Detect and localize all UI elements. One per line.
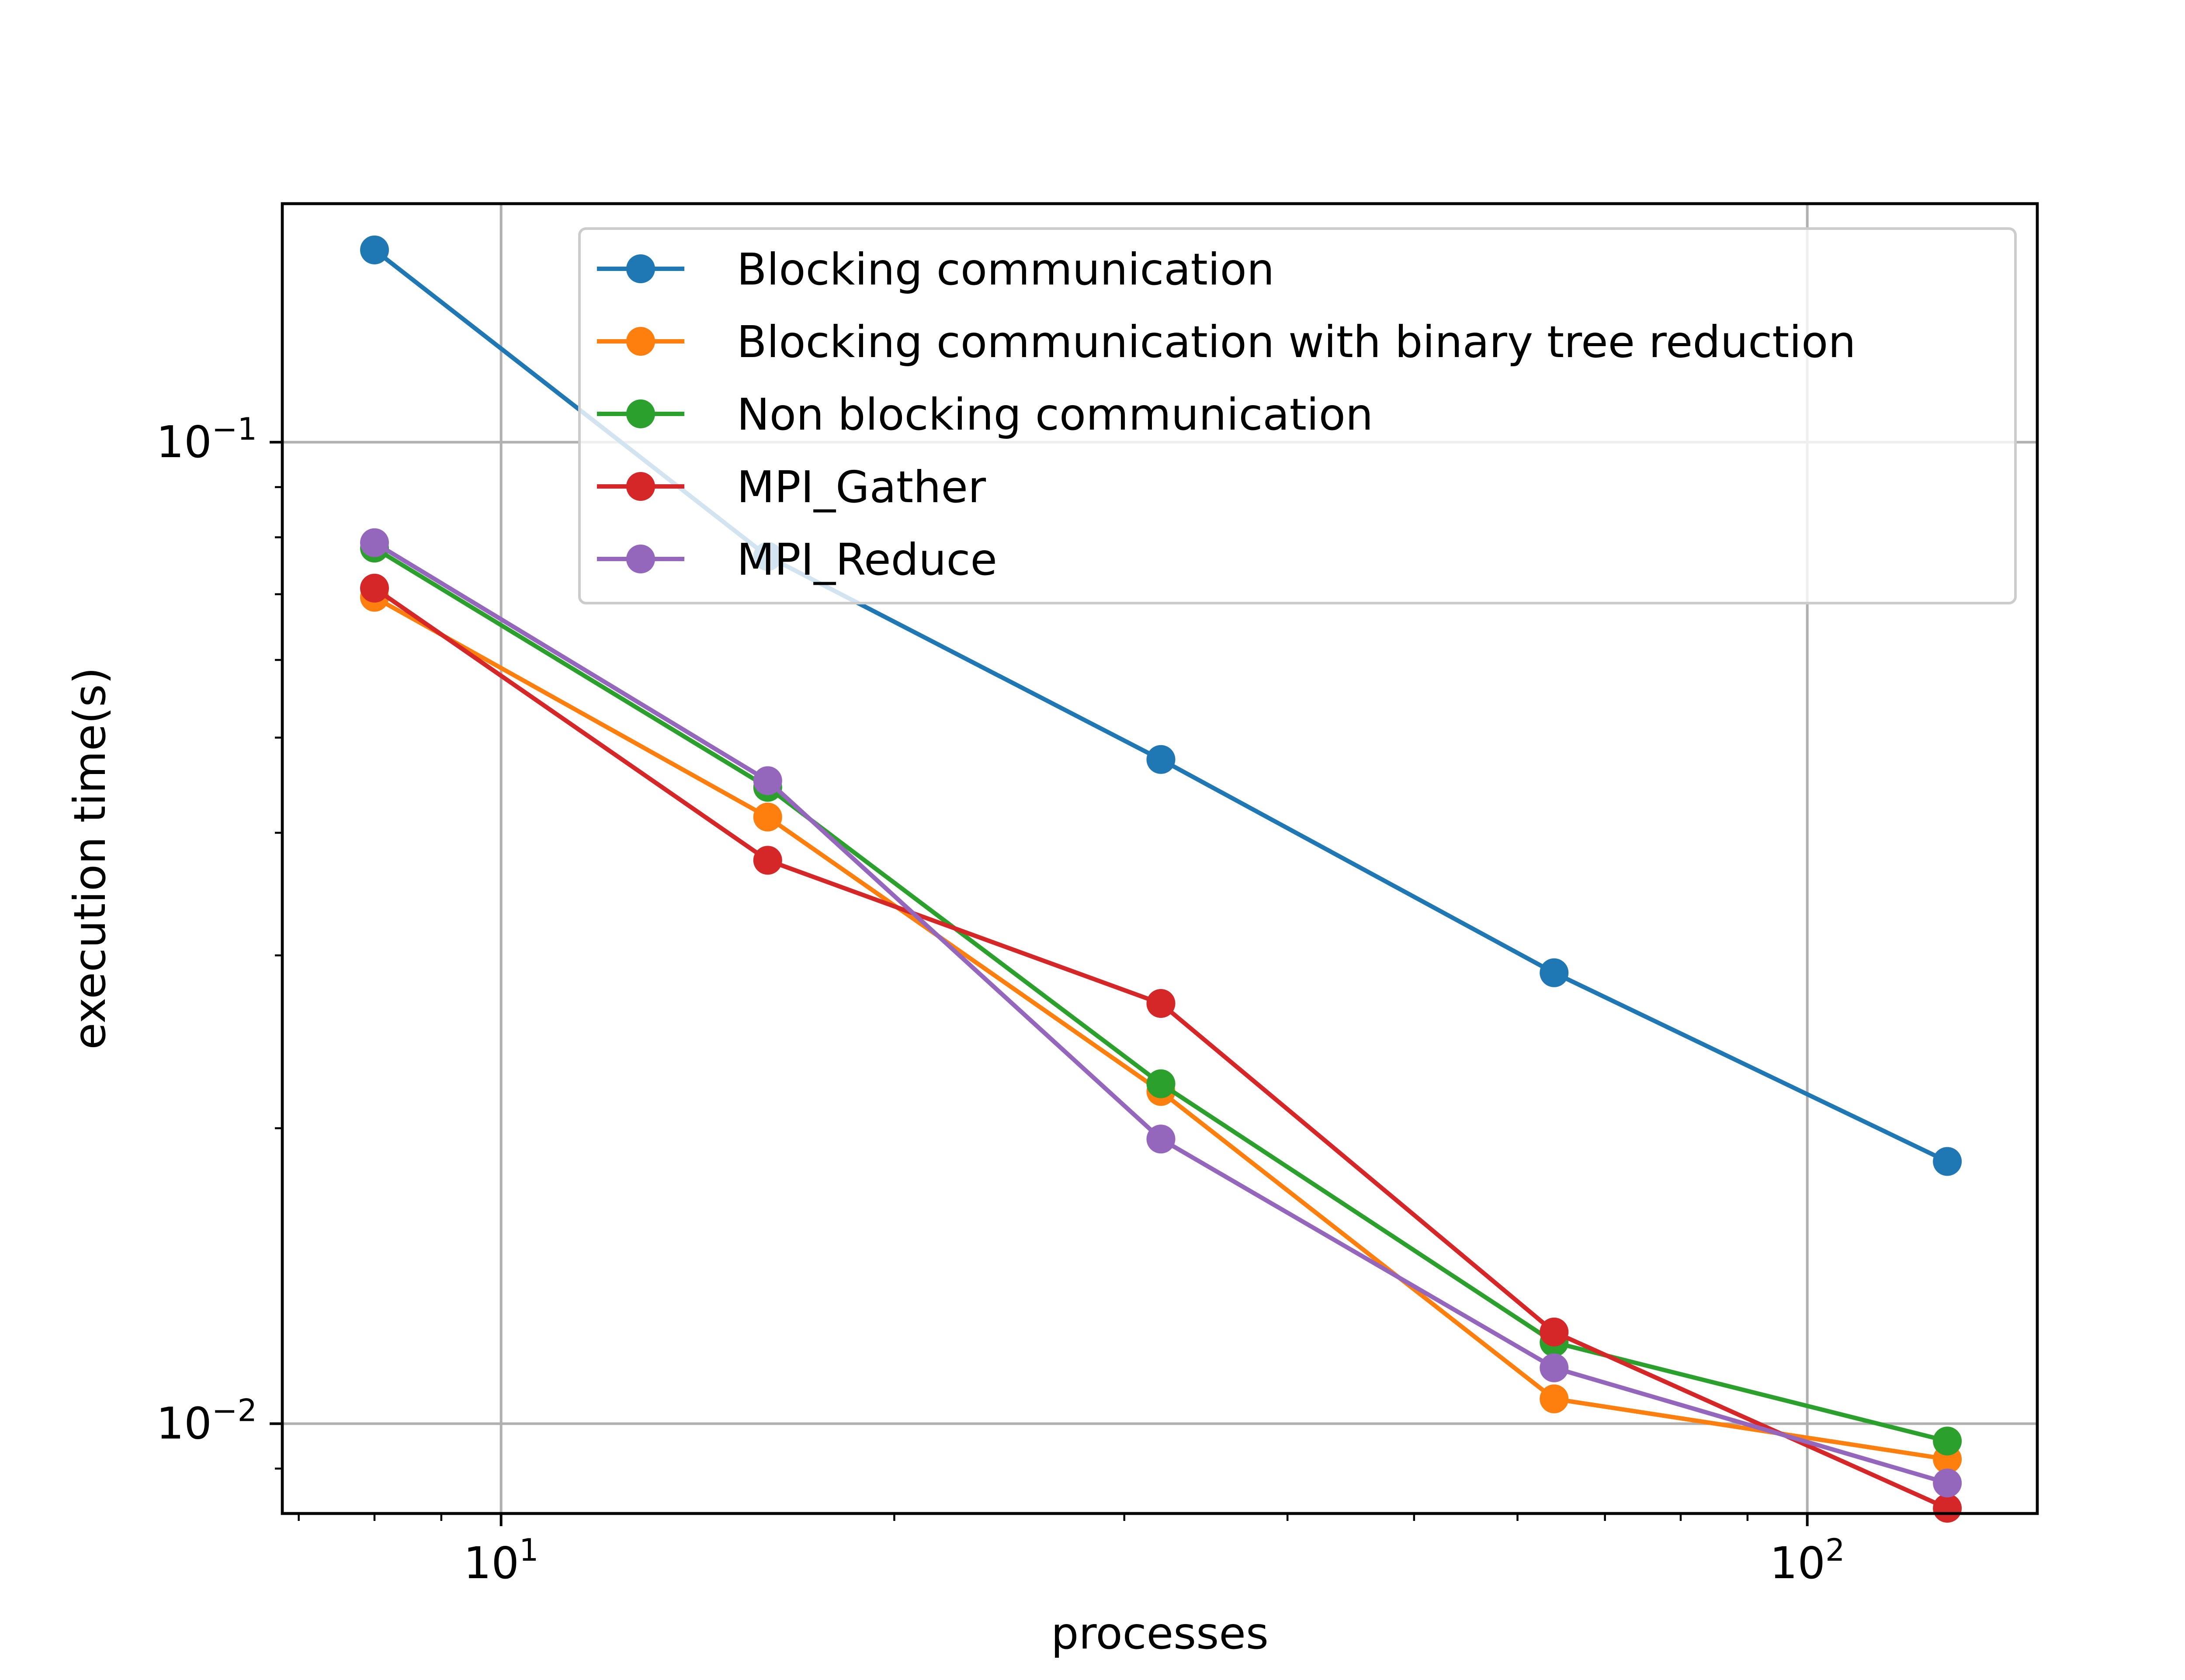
legend-marker xyxy=(626,472,655,501)
data-point xyxy=(1540,1384,1569,1413)
data-point xyxy=(360,573,389,603)
data-point xyxy=(1540,958,1569,987)
data-point xyxy=(753,766,782,795)
data-point xyxy=(360,235,389,264)
data-point xyxy=(360,528,389,557)
data-point xyxy=(1933,1427,1962,1456)
y-axis-label: execution time(s) xyxy=(64,667,115,1049)
x-axis-label: processes xyxy=(1051,1608,1269,1659)
data-point xyxy=(1933,1147,1962,1176)
legend: Blocking communication Blocking communica… xyxy=(578,227,2017,604)
data-point xyxy=(1540,1317,1569,1347)
data-point xyxy=(753,802,782,832)
legend-box xyxy=(578,227,2017,604)
legend-entry-label: Blocking communication xyxy=(737,244,1274,295)
y-tick-label: 10−2 xyxy=(156,1392,257,1449)
legend-marker xyxy=(626,545,655,573)
data-point xyxy=(1933,1468,1962,1498)
legend-entry-label: MPI_Reduce xyxy=(737,534,997,585)
data-point xyxy=(1540,1353,1569,1382)
legend-marker xyxy=(626,254,655,283)
legend-marker xyxy=(626,399,655,428)
y-tick-label: 10−1 xyxy=(156,411,257,468)
plot-frame xyxy=(281,202,2039,1515)
legend-entry-label: Blocking communication with binary tree … xyxy=(737,316,1856,368)
data-point xyxy=(1146,989,1176,1018)
data-point xyxy=(1146,1069,1176,1098)
data-point xyxy=(1146,745,1176,774)
legend-entry-label: Non blocking communication xyxy=(737,389,1373,440)
data-point xyxy=(1933,1494,1962,1523)
legend-marker xyxy=(626,327,655,356)
data-point xyxy=(1146,1125,1176,1154)
x-tick-label: 102 xyxy=(1770,1532,1845,1589)
tick-layer: 101 102 10−1 10−2 xyxy=(156,411,1845,1589)
x-tick-label: 101 xyxy=(464,1532,539,1589)
data-point xyxy=(753,846,782,875)
legend-entry-label: MPI_Gather xyxy=(737,462,986,513)
